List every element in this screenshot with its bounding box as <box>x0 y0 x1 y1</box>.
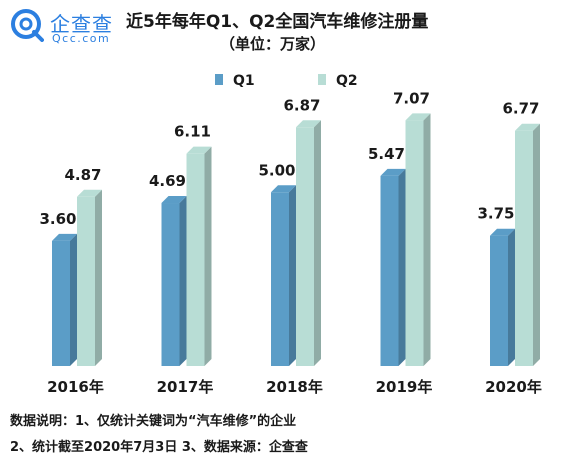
chart-title: 近5年每年Q1、Q2全国汽车维修注册量 <box>126 12 429 32</box>
data-label-q1-0: 3.60 <box>39 210 76 228</box>
bar-top-q1-3 <box>380 168 406 176</box>
data-label-q2-2: 6.87 <box>283 96 320 114</box>
legend-label-q1: Q1 <box>233 73 255 89</box>
bar-q2-0 <box>77 196 95 366</box>
bar-side-q2-0 <box>95 189 102 366</box>
bar-q1-3 <box>380 175 399 366</box>
chart-subtitle: （单位：万家） <box>220 35 326 53</box>
data-label-q2-4: 6.77 <box>502 100 539 118</box>
bar-top-q2-0 <box>77 189 102 197</box>
bar-top-q1-0 <box>52 233 77 241</box>
bar-chart: Q1 Q2 3.60 4.87 2016年 4.69 6.11 2017年 5.00 6.87 20… <box>39 73 542 396</box>
bar-q1-1 <box>161 203 180 366</box>
data-label-q1-3: 5.47 <box>368 145 405 163</box>
data-label-q1-1: 4.69 <box>149 172 186 190</box>
x-tick-label-3: 2019年 <box>376 378 433 396</box>
legend-swatch-q1 <box>215 74 223 85</box>
bar-side-q2-3 <box>423 113 431 366</box>
bar-side-q1-3 <box>398 168 406 366</box>
bar-q1-4 <box>490 235 508 366</box>
data-label-q2-1: 6.11 <box>174 123 211 141</box>
brand-logo: 企查查 Qcc.com <box>10 8 120 48</box>
bar-side-q1-2 <box>289 185 296 366</box>
bar-side-q2-2 <box>314 120 321 366</box>
bar-q1-2 <box>271 192 289 366</box>
bar-side-q1-4 <box>508 228 515 366</box>
bar-top-q2-1 <box>186 146 212 154</box>
bar-q1-0 <box>52 240 70 366</box>
data-note-2: 2、统计截至2020年7月3日 3、数据来源：企查查 <box>10 440 308 455</box>
logo-magnifier-icon <box>11 9 44 42</box>
brand-domain: Qcc.com <box>52 32 111 45</box>
bar-side-q1-1 <box>179 196 187 366</box>
bar-top-q2-3 <box>405 113 431 121</box>
bar-side-q2-1 <box>204 146 212 366</box>
bar-side-q2-4 <box>533 123 540 367</box>
legend-label-q2: Q2 <box>336 73 358 89</box>
bar-top-q2-2 <box>296 120 321 128</box>
bar-q2-2 <box>296 127 314 366</box>
x-tick-label-2: 2018年 <box>266 378 323 396</box>
data-label-q1-2: 5.00 <box>258 161 295 179</box>
bar-top-q2-4 <box>515 123 540 131</box>
data-label-q2-3: 7.07 <box>393 89 430 107</box>
bar-top-q1-4 <box>490 228 515 236</box>
data-label-q2-0: 4.87 <box>64 166 101 184</box>
bar-side-q1-0 <box>70 233 77 366</box>
bar-q2-1 <box>186 153 205 366</box>
bar-q2-4 <box>515 130 533 366</box>
bar-top-q1-1 <box>161 196 187 204</box>
legend-swatch-q2 <box>318 74 326 85</box>
bar-top-q1-2 <box>271 185 296 193</box>
data-label-q1-4: 3.75 <box>477 205 514 223</box>
data-note-1: 数据说明：1、仅统计关键词为“汽车维修”的企业 <box>10 414 297 429</box>
x-tick-label-0: 2016年 <box>47 378 104 396</box>
x-tick-label-1: 2017年 <box>157 378 214 396</box>
x-tick-label-4: 2020年 <box>485 378 542 396</box>
brand-name: 企查查 <box>50 12 113 36</box>
bar-q2-3 <box>405 120 424 366</box>
